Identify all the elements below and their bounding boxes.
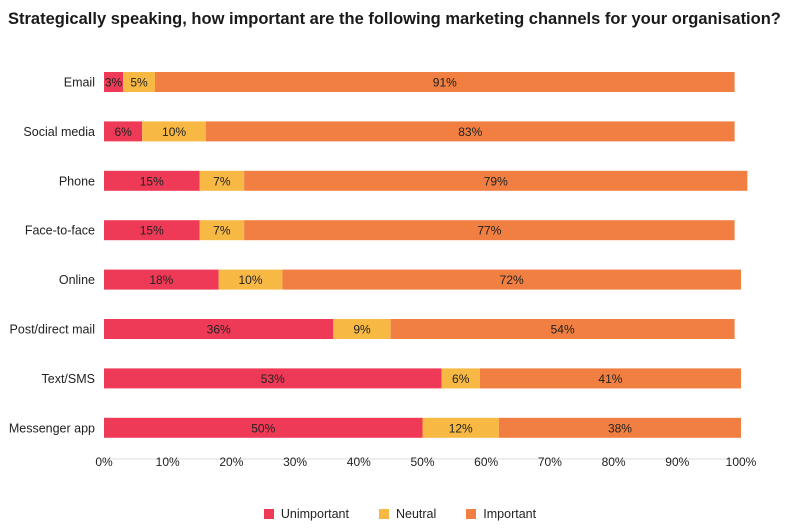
bar-email-neutral — [123, 72, 155, 92]
data-label-messenger-app-important: 38% — [608, 421, 632, 435]
bar-messenger-app-neutral — [422, 417, 499, 438]
data-label-online-unimportant: 18% — [149, 273, 173, 287]
legend-label-neutral: Neutral — [395, 507, 437, 521]
data-label-social-media-neutral: 10% — [162, 125, 186, 139]
bar-face-to-face-neutral — [199, 220, 245, 241]
category-labels: Email Social media Phone Face-to-face Online… — [9, 76, 95, 436]
category-label-social-media: Social media — [23, 125, 95, 139]
data-label-phone-important: 79% — [484, 174, 508, 188]
x-tick-label: 70% — [538, 455, 562, 469]
legend-label-unimportant: Unimportant — [280, 507, 349, 521]
bar-email-unimportant — [104, 72, 124, 92]
category-label-phone: Phone — [59, 174, 95, 188]
stacked-bar-chart: Email Social media Phone Face-to-face Online… — [9, 72, 757, 469]
legend-swatch-important — [466, 509, 477, 519]
category-label-online: Online — [59, 273, 95, 287]
bar-phone-unimportant — [104, 170, 200, 191]
bar-face-to-face-unimportant — [104, 220, 200, 241]
data-label-phone-unimportant: 15% — [140, 174, 164, 188]
data-label-email-important: 91% — [433, 76, 457, 90]
bar-social-media-important — [205, 121, 735, 142]
bar-social-media-unimportant — [104, 121, 143, 142]
data-label-online-neutral: 10% — [238, 273, 262, 287]
x-tick-label: 10% — [156, 455, 180, 469]
x-tick-label: 0% — [95, 455, 113, 469]
category-label-face-to-face: Face-to-face — [25, 224, 95, 238]
bar-phone-important — [244, 170, 748, 191]
legend-swatch-neutral — [378, 509, 389, 519]
data-label-face-to-face-important: 77% — [477, 224, 501, 238]
data-label-email-neutral: 5% — [130, 76, 148, 90]
data-label-text-sms-important: 41% — [598, 372, 622, 386]
legend-label-important: Important — [483, 507, 537, 521]
data-label-text-sms-unimportant: 53% — [261, 372, 285, 386]
legend-swatch-unimportant — [263, 509, 274, 519]
x-tick-label: 30% — [283, 455, 307, 469]
category-label-messenger-app: Messenger app — [9, 421, 95, 435]
data-label-email-unimportant: 3% — [105, 76, 123, 90]
bar-post-direct-mail-neutral — [333, 319, 391, 339]
bar-phone-neutral — [199, 170, 245, 191]
data-label-text-sms-neutral: 6% — [452, 372, 470, 386]
data-label-social-media-unimportant: 6% — [114, 125, 132, 139]
bar-online-unimportant — [104, 269, 219, 290]
bar-post-direct-mail-unimportant — [104, 319, 334, 339]
bar-post-direct-mail-important — [390, 319, 735, 339]
data-label-face-to-face-neutral: 7% — [213, 224, 231, 238]
data-label-social-media-important: 83% — [458, 125, 482, 139]
bar-text-sms-neutral — [441, 368, 480, 389]
data-label-post-direct-mail-important: 54% — [551, 323, 575, 337]
data-label-face-to-face-unimportant: 15% — [140, 224, 164, 238]
bars: 3% 5% 91% 6% 10% 83% 15% 7% 79% 15% 7% 77% 18% 10% 72%… — [104, 72, 748, 438]
data-label-post-direct-mail-unimportant: 36% — [207, 323, 231, 337]
x-tick-label: 60% — [474, 455, 498, 469]
bar-text-sms-unimportant — [104, 368, 442, 389]
x-tick-label: 20% — [219, 455, 243, 469]
bar-face-to-face-important — [244, 220, 735, 241]
chart-title: Strategically speaking, how important ar… — [8, 10, 781, 28]
x-tick-label: 50% — [410, 455, 434, 469]
legend-item-important: Important — [466, 507, 536, 521]
data-label-phone-neutral: 7% — [213, 174, 231, 188]
category-label-text-sms: Text/SMS — [42, 372, 96, 386]
bar-messenger-app-unimportant — [104, 417, 423, 438]
bar-online-neutral — [218, 269, 283, 290]
legend-item-unimportant: Unimportant — [263, 507, 349, 521]
x-tick-label: 100% — [726, 455, 757, 469]
x-tick-label: 80% — [602, 455, 626, 469]
x-tick-label: 90% — [665, 455, 689, 469]
bar-online-important — [282, 269, 741, 290]
x-axis: 0% 10% 20% 30% 40% 50% 60% 70% 80% 90% 100% — [95, 455, 756, 469]
bar-text-sms-important — [479, 368, 741, 389]
category-label-post-direct-mail: Post/direct mail — [10, 323, 95, 337]
data-label-messenger-app-unimportant: 50% — [251, 421, 275, 435]
data-label-online-important: 72% — [500, 273, 524, 287]
x-tick-label: 40% — [347, 455, 371, 469]
bar-social-media-neutral — [142, 121, 206, 142]
data-label-messenger-app-neutral: 12% — [449, 421, 473, 435]
category-label-email: Email — [64, 76, 95, 90]
legend: Unimportant Neutral Important — [0, 507, 800, 521]
bar-messenger-app-important — [498, 417, 741, 438]
bar-email-important — [154, 72, 735, 92]
legend-item-neutral: Neutral — [378, 507, 437, 521]
data-label-post-direct-mail-neutral: 9% — [353, 323, 371, 337]
